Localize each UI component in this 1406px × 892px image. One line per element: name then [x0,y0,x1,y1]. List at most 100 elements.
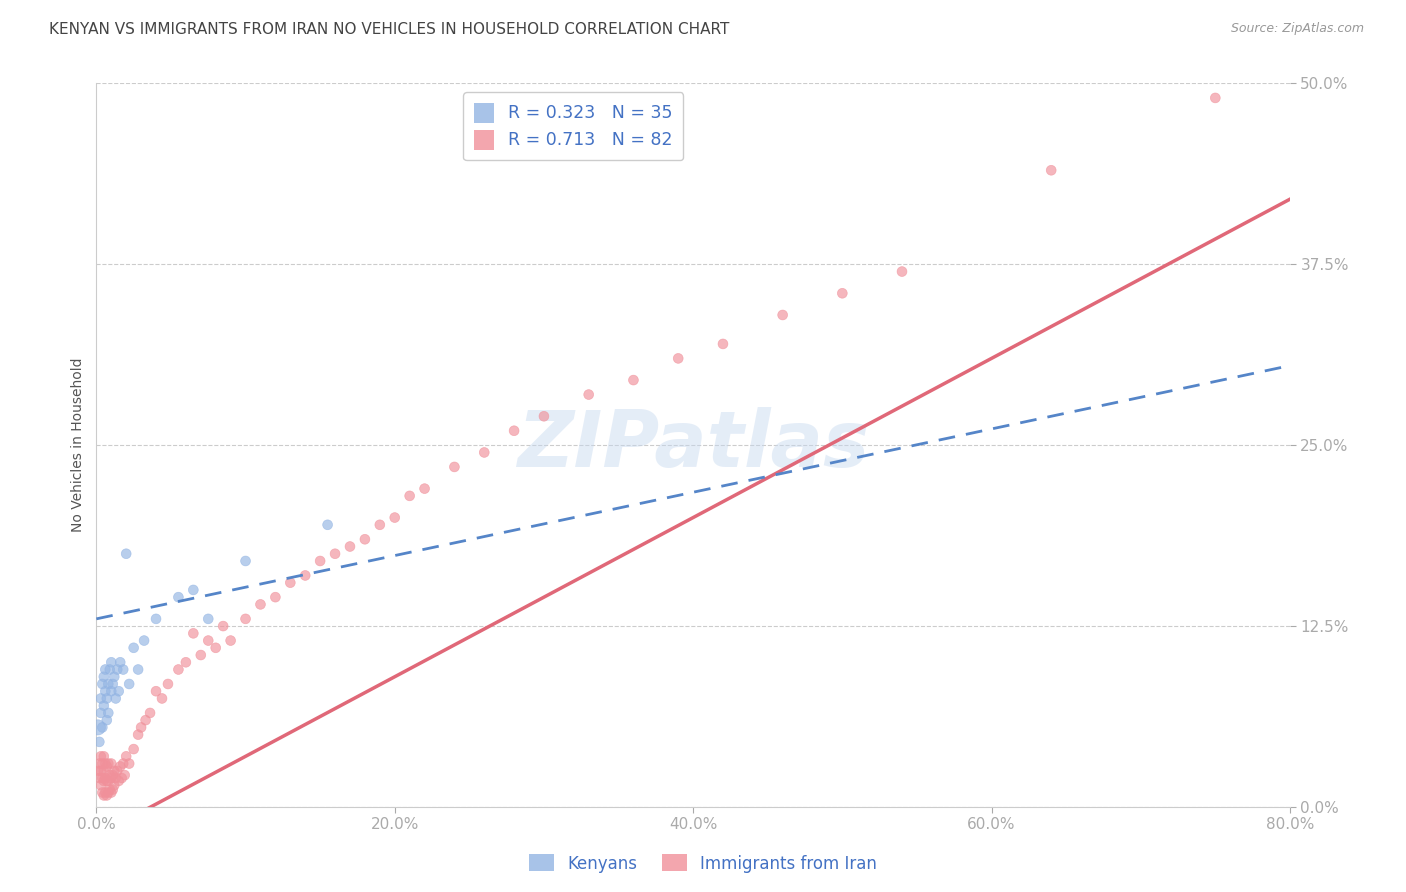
Point [111,771,134,785]
Point [90,778,112,792]
Point [197,633,219,648]
Point [264,590,287,604]
Point [114,768,136,782]
Point [118,756,141,771]
Point [97,785,120,799]
Point [129,720,152,734]
Point [127,728,149,742]
Point [100,684,122,698]
Point [122,742,145,756]
Point [204,640,226,655]
Point [156,677,179,691]
Legend: R = 0.323   N = 35, R = 0.713   N = 82: R = 0.323 N = 35, R = 0.713 N = 82 [463,92,683,160]
Text: ZIPatlas: ZIPatlas [517,408,869,483]
Point [93,698,115,713]
Point [98,782,121,797]
Point [235,612,257,626]
Point [503,424,526,438]
Point [103,778,125,792]
Point [212,619,235,633]
Point [97,677,120,691]
Point [94,756,117,771]
Point [110,655,132,669]
Point [90,764,112,778]
Point [87,764,110,778]
Point [101,768,124,782]
Point [323,547,346,561]
Point [110,759,132,773]
Point [96,713,118,727]
Point [98,663,121,677]
Point [219,633,242,648]
Point [145,684,167,698]
Point [167,663,190,677]
Point [135,713,157,727]
Point [94,684,117,698]
Point [91,756,114,771]
Point [1204,91,1226,105]
Point [150,691,173,706]
Point [190,648,212,662]
Point [711,337,734,351]
Point [398,489,420,503]
Point [174,655,197,669]
Point [93,773,115,788]
Point [94,771,117,785]
Point [96,759,118,773]
Point [339,540,361,554]
Point [98,768,121,782]
Point [831,286,853,301]
Point [91,785,114,799]
Point [93,764,115,778]
Point [90,706,112,720]
Point [96,789,118,803]
Point [100,785,122,799]
Point [112,663,135,677]
Point [90,691,112,706]
Point [139,706,162,720]
Point [93,749,115,764]
Point [89,735,111,749]
Point [94,785,117,799]
Point [197,612,219,626]
Point [103,670,125,684]
Point [100,655,122,669]
Point [103,764,125,778]
Point [97,773,120,788]
Point [100,771,122,785]
Point [97,706,120,720]
Point [89,771,111,785]
Point [443,459,465,474]
Point [127,663,149,677]
Point [89,756,111,771]
Point [90,749,112,764]
Point [91,720,114,734]
Point [132,633,155,648]
Text: Source: ZipAtlas.com: Source: ZipAtlas.com [1230,22,1364,36]
Point [93,789,115,803]
Point [93,670,115,684]
Point [112,756,135,771]
Point [101,677,124,691]
Point [115,749,138,764]
Text: KENYAN VS IMMIGRANTS FROM IRAN NO VEHICLES IN HOUSEHOLD CORRELATION CHART: KENYAN VS IMMIGRANTS FROM IRAN NO VEHICL… [49,22,730,37]
Point [891,264,914,278]
Point [97,756,120,771]
Point [91,677,114,691]
Point [354,533,377,547]
Point [772,308,794,322]
Point [1040,163,1063,178]
Point [294,568,316,582]
Point [384,510,406,524]
Point [122,640,145,655]
Point [278,575,301,590]
Point [235,554,257,568]
Point [105,764,128,778]
Point [100,756,122,771]
Point [249,598,271,612]
Point [96,691,118,706]
Point [413,482,436,496]
Point [368,517,391,532]
Point [87,720,110,734]
Point [107,773,129,788]
